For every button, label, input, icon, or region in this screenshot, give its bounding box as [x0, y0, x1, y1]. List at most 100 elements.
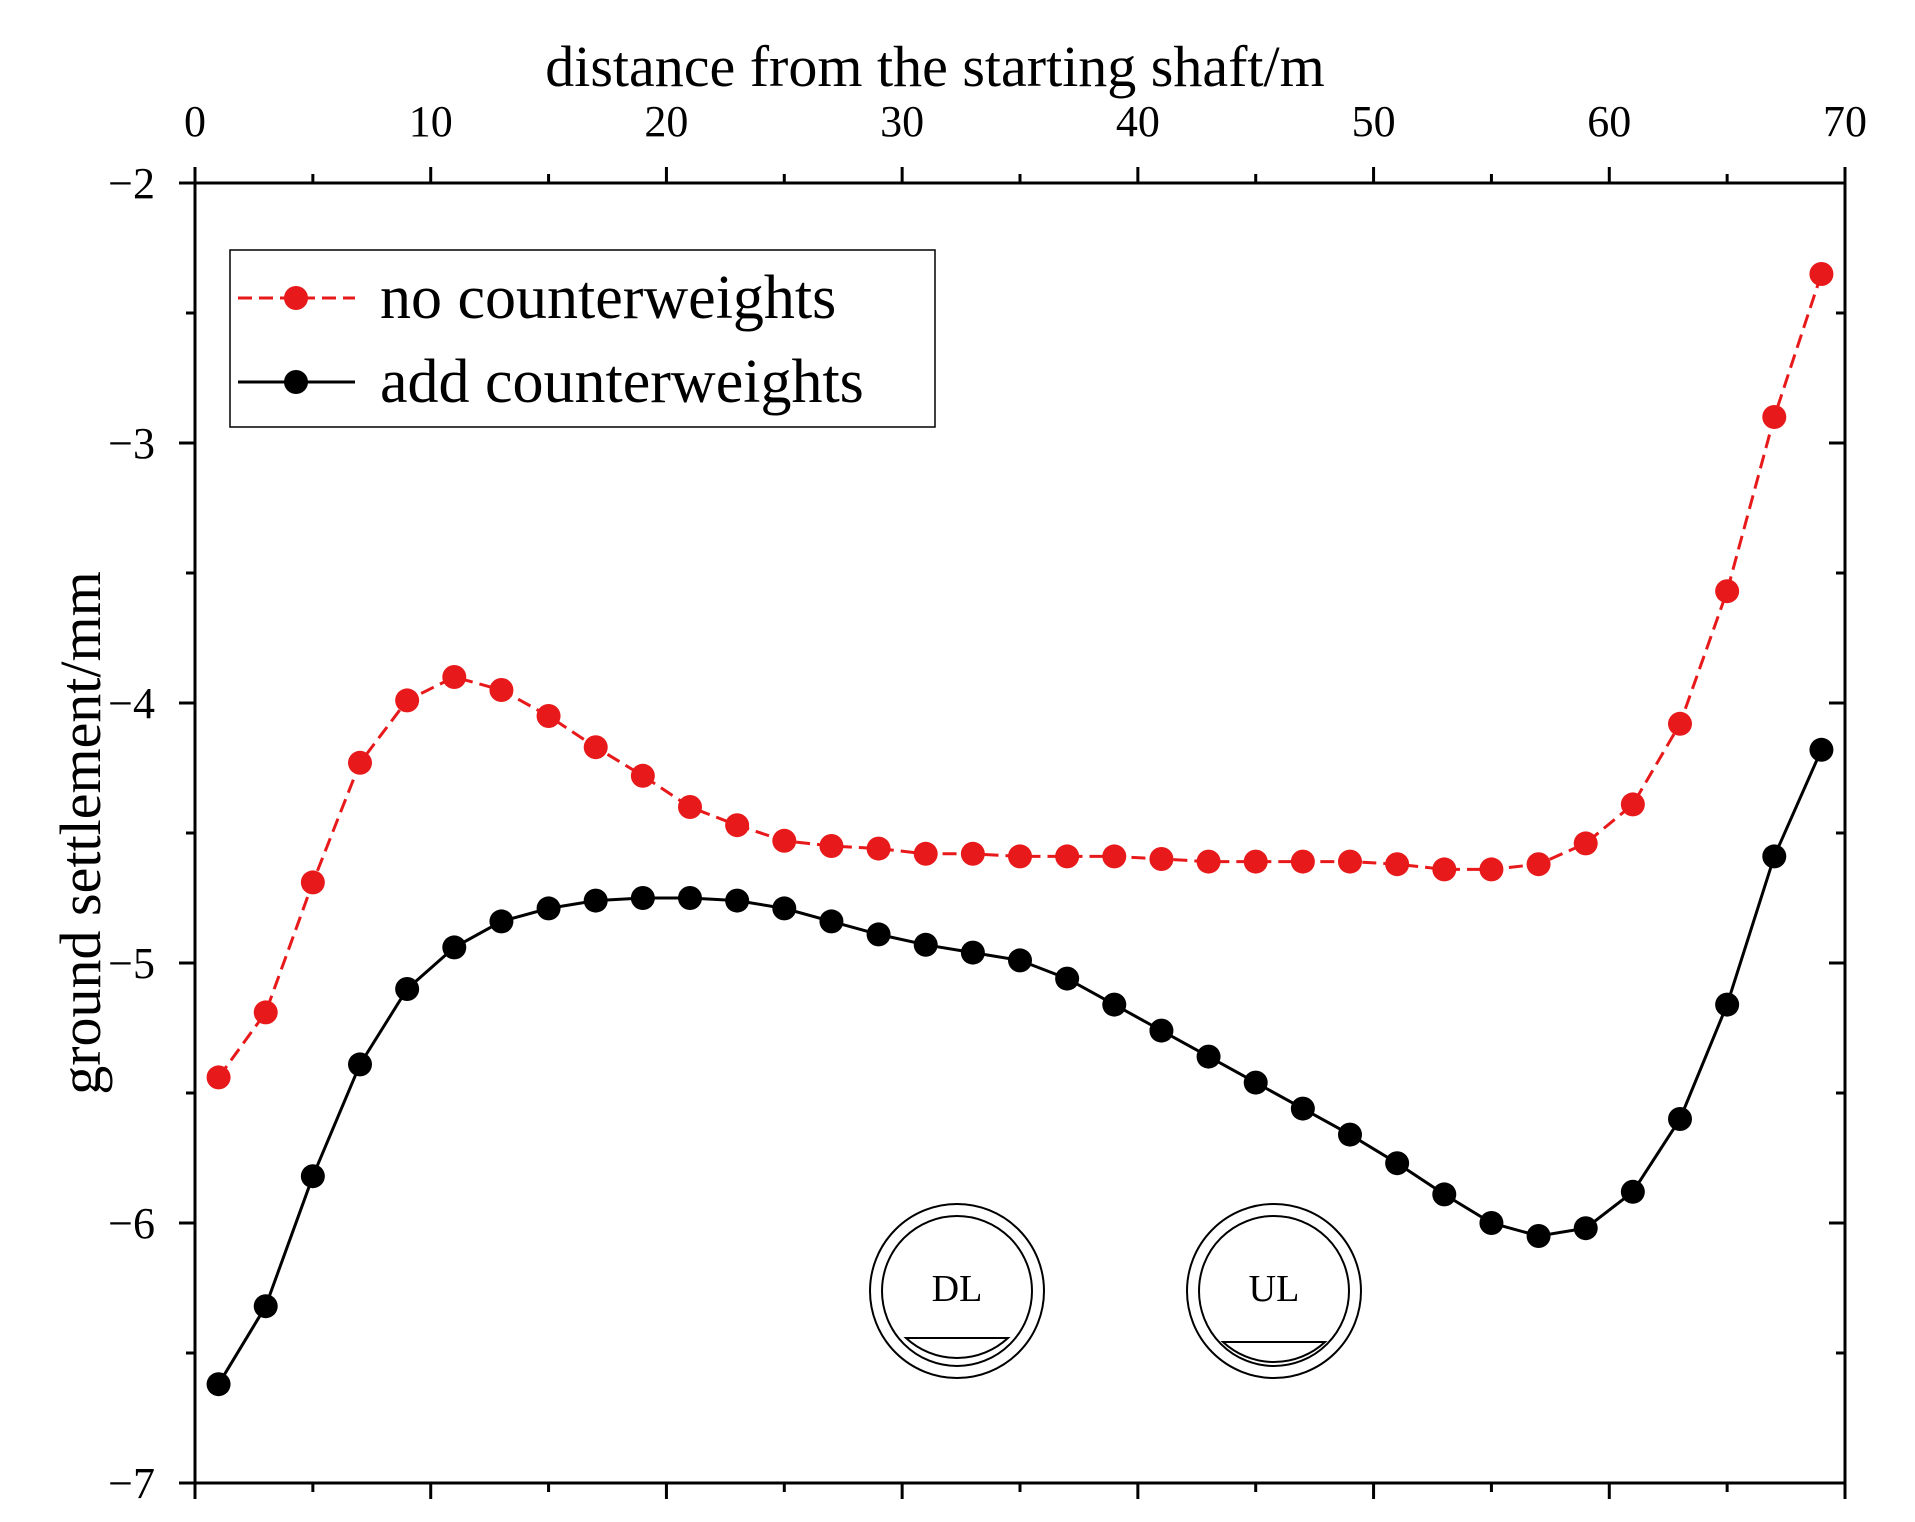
data-point-no-counterweights [348, 750, 372, 775]
y-tick-label: −5 [108, 939, 155, 988]
data-point-no-counterweights [725, 813, 750, 838]
data-point-add-counterweights [1526, 1224, 1551, 1248]
series-line-no-counterweights [217, 273, 1823, 1079]
data-point-add-counterweights [1338, 1122, 1362, 1147]
x-tick-label: 20 [644, 97, 688, 146]
legend: no counterweights add counterweights [229, 249, 936, 428]
data-point-add-counterweights [1620, 1179, 1645, 1204]
tunnel-dl-inner-ring [881, 1215, 1033, 1367]
data-point-add-counterweights [866, 922, 891, 947]
data-point-add-counterweights [1008, 948, 1032, 973]
tunnel-dl-outer-ring [869, 1203, 1045, 1379]
data-point-no-counterweights [1196, 849, 1221, 874]
legend-label-add-counterweights: add counterweights [380, 348, 864, 416]
data-point-no-counterweights [1055, 844, 1080, 869]
x-tick-label: 60 [1587, 97, 1631, 146]
data-point-no-counterweights [1102, 844, 1127, 869]
data-point-no-counterweights [395, 688, 420, 713]
data-point-no-counterweights [1432, 857, 1457, 882]
data-point-add-counterweights [1432, 1182, 1457, 1207]
legend-box [229, 249, 936, 428]
tunnel-ul-counterweight [1220, 1341, 1328, 1364]
x-ticks: 0 10 20 30 40 50 60 70 [184, 97, 1867, 1499]
data-point-no-counterweights [1620, 792, 1645, 817]
data-point-no-counterweights [1385, 852, 1410, 877]
data-point-no-counterweights [772, 828, 797, 853]
data-point-add-counterweights [913, 932, 938, 957]
data-point-no-counterweights [1809, 262, 1834, 286]
data-point-no-counterweights [442, 665, 467, 689]
legend-marker-add-counterweights [284, 370, 308, 394]
tunnel-dl-diagram: DL [869, 1203, 1045, 1379]
data-point-no-counterweights [1338, 849, 1362, 874]
data-point-add-counterweights [1149, 1018, 1174, 1043]
y-tick-label: −2 [108, 159, 155, 208]
data-point-no-counterweights [819, 834, 844, 858]
tunnel-dl-label: DL [932, 1268, 983, 1310]
tunnel-ul-diagram: UL [1186, 1203, 1362, 1379]
data-point-no-counterweights [1008, 844, 1032, 869]
data-point-add-counterweights [1762, 844, 1787, 869]
data-point-add-counterweights [772, 896, 797, 921]
legend-label-no-counterweights: no counterweights [380, 264, 836, 332]
data-point-add-counterweights [583, 888, 608, 913]
x-tick-label: 70 [1823, 97, 1867, 146]
x-tick-label: 0 [184, 97, 206, 146]
x-tick-label: 50 [1352, 97, 1396, 146]
data-point-no-counterweights [1762, 405, 1787, 429]
x-axis-title: distance from the starting shaft/m [545, 34, 1325, 99]
data-point-add-counterweights [1715, 992, 1740, 1017]
data-point-no-counterweights [678, 795, 702, 819]
data-point-add-counterweights [819, 909, 844, 934]
x-tick-label: 30 [880, 97, 924, 146]
tunnel-ul-inner-ring [1198, 1215, 1350, 1367]
data-point-add-counterweights [1290, 1096, 1315, 1121]
y-ticks: −2 −3 −4 −5 −6 −7 [108, 159, 1845, 1508]
data-point-no-counterweights [253, 1000, 278, 1025]
x-tick-label: 10 [409, 97, 453, 146]
data-point-add-counterweights [442, 935, 467, 960]
data-point-add-counterweights [1573, 1216, 1598, 1241]
data-point-no-counterweights [489, 678, 514, 702]
y-tick-label: −3 [108, 419, 155, 468]
data-point-add-counterweights [348, 1052, 372, 1077]
data-point-add-counterweights [536, 896, 561, 921]
data-point-no-counterweights [1715, 579, 1740, 604]
data-point-no-counterweights [913, 841, 938, 866]
data-point-no-counterweights [536, 704, 561, 728]
data-point-no-counterweights [1479, 857, 1504, 882]
legend-marker-no-counterweights [284, 286, 308, 310]
data-point-add-counterweights [300, 1164, 325, 1189]
y-tick-label: −4 [108, 679, 155, 728]
y-axis-title: ground settlement/mm [48, 571, 113, 1095]
data-point-add-counterweights [395, 977, 420, 1001]
data-point-no-counterweights [1526, 852, 1551, 877]
data-point-add-counterweights [630, 886, 655, 910]
data-point-add-counterweights [206, 1372, 231, 1397]
tunnel-ul-outer-ring [1186, 1203, 1362, 1379]
data-point-no-counterweights [206, 1065, 231, 1090]
series-layer [206, 262, 1834, 1397]
data-point-add-counterweights [1479, 1211, 1504, 1235]
data-point-no-counterweights [960, 841, 985, 866]
data-point-add-counterweights [1809, 737, 1834, 762]
data-point-add-counterweights [678, 886, 702, 910]
data-point-no-counterweights [630, 763, 655, 788]
data-point-add-counterweights [489, 909, 514, 934]
data-point-add-counterweights [253, 1294, 278, 1319]
x-tick-label: 40 [1116, 97, 1160, 146]
data-point-no-counterweights [1149, 847, 1174, 871]
tunnel-ul-label: UL [1249, 1268, 1300, 1310]
y-tick-label: −7 [108, 1459, 155, 1508]
data-point-no-counterweights [1243, 849, 1268, 874]
data-point-add-counterweights [960, 940, 985, 965]
data-point-add-counterweights [1243, 1070, 1268, 1095]
data-point-add-counterweights [1385, 1151, 1410, 1176]
data-point-add-counterweights [1196, 1044, 1221, 1069]
data-point-add-counterweights [725, 888, 750, 913]
data-point-no-counterweights [1290, 849, 1315, 874]
data-point-no-counterweights [583, 735, 608, 760]
tunnel-dl-counterweight [903, 1337, 1011, 1360]
y-tick-label: −6 [108, 1199, 155, 1248]
